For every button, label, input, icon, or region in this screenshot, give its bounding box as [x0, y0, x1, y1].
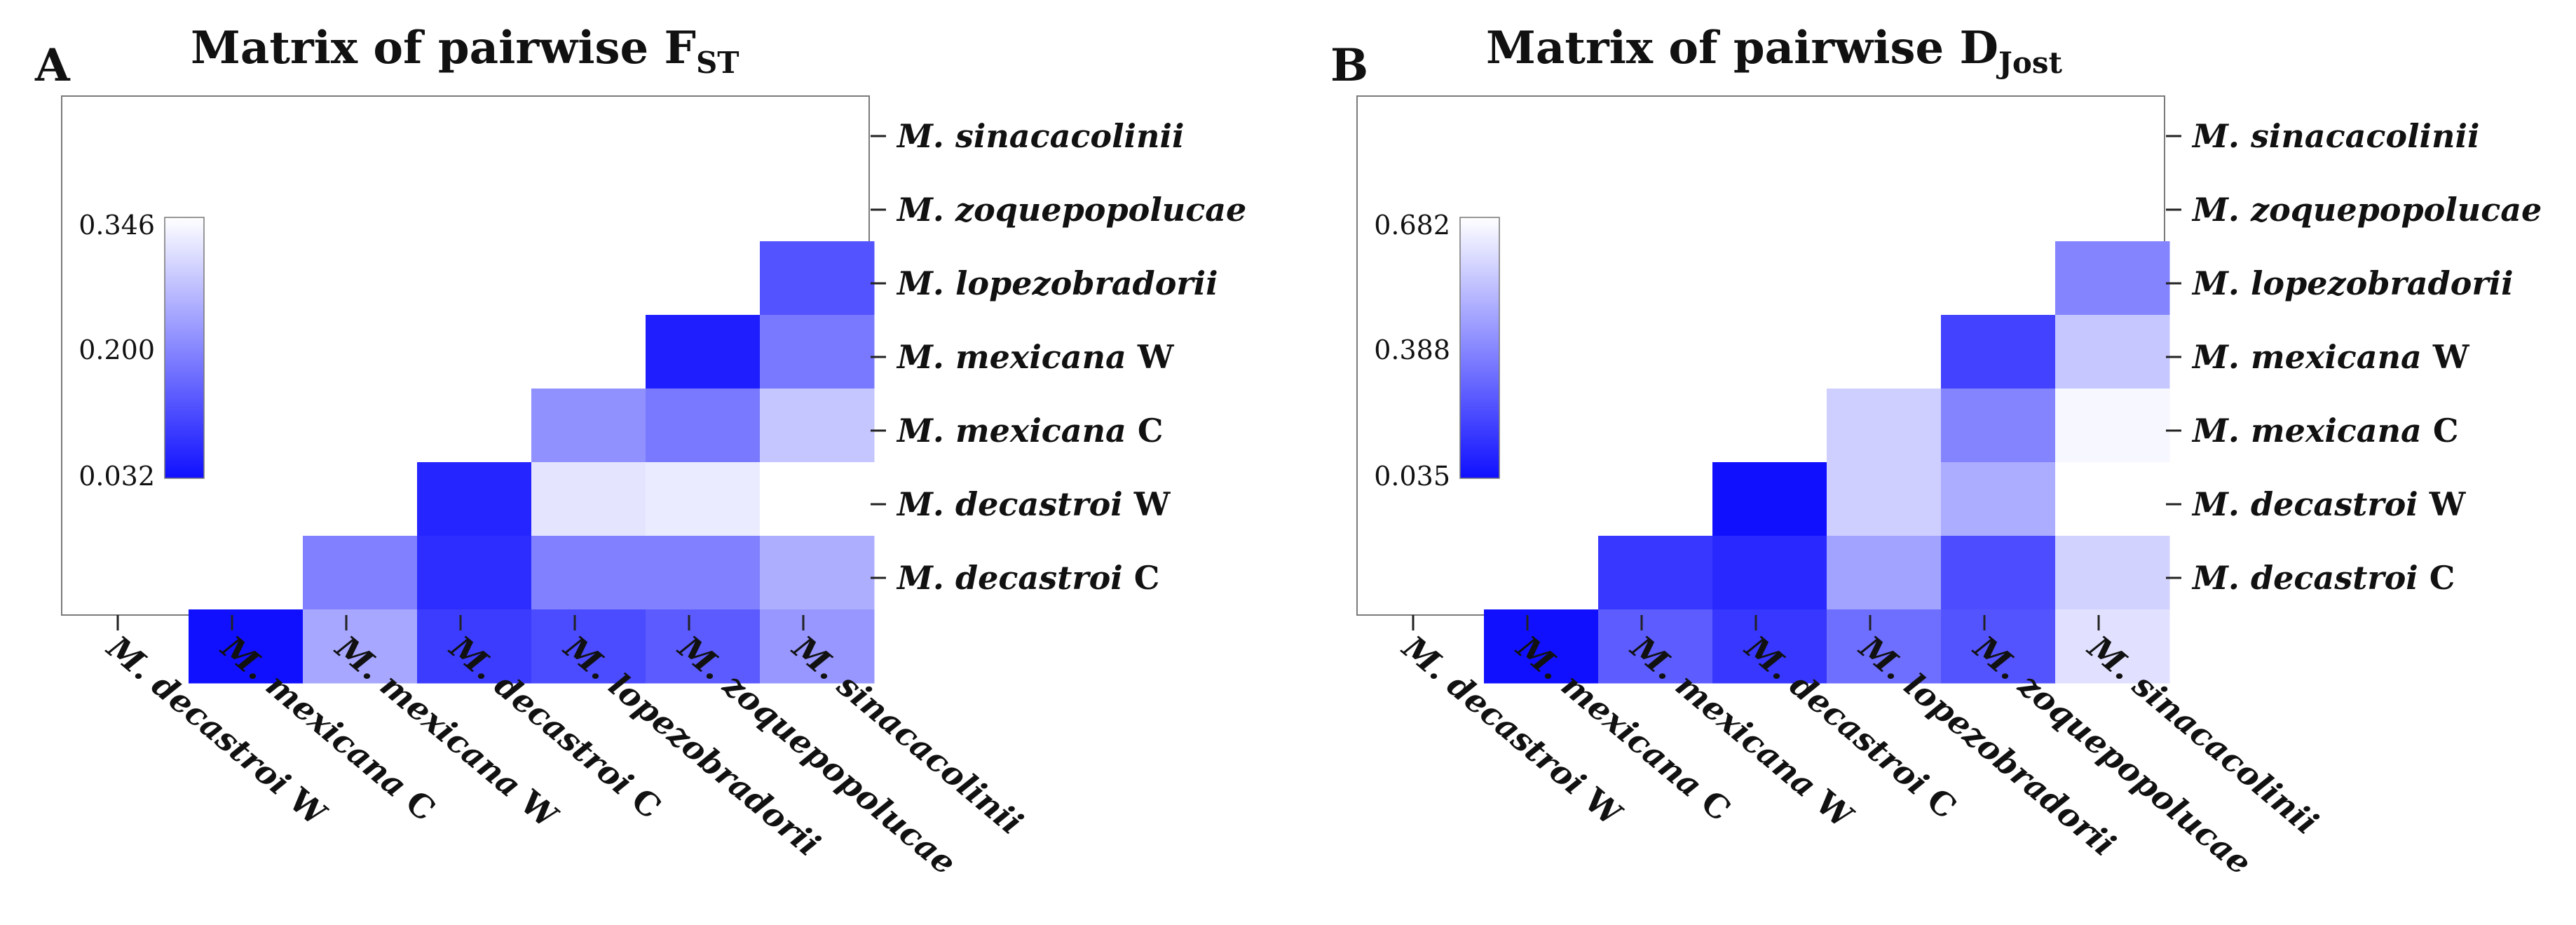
heatmap-cell-r6-c4 [531, 609, 646, 684]
row-label: M. lopezobradorii [2191, 264, 2514, 302]
colorbar-tick-label: 0.388 [1374, 335, 1450, 365]
heatmap-cell-r4-c4 [1827, 462, 1942, 536]
colorbar [164, 217, 205, 479]
heatmap-cell-r5-c6 [760, 536, 875, 610]
heatmap-cell-r4-c3 [1712, 462, 1827, 536]
heatmap-cell-r3-c6 [760, 389, 875, 463]
heatmap-cell-r5-c3 [417, 536, 532, 610]
row-label: M. sinacacolinii [896, 117, 1184, 155]
heatmap-cell-r6-c2 [303, 609, 418, 684]
heatmap-cell-r6-c2 [1598, 609, 1713, 684]
colorbar-tick-label: 0.682 [1374, 210, 1450, 241]
panel-label: A [34, 39, 71, 92]
heatmap-cell-r6-c6 [760, 609, 875, 684]
heatmap-cell-r2-c5 [646, 315, 761, 389]
colorbar [1459, 217, 1500, 479]
panel-a: A Matrix of pairwise FST M. sinacacolinii M… [34, 22, 1246, 882]
heatmap-cell-r6-c1 [189, 609, 304, 684]
heatmap-cell-r3-c4 [531, 389, 646, 463]
heatmap-cell-r6-c3 [417, 609, 532, 684]
heatmap-cell-r3-c4 [1827, 389, 1942, 463]
heatmap-cell-r4-c6 [760, 462, 875, 536]
heatmap-cell-r4-c5 [646, 462, 761, 536]
row-label: M. zoquepopolucae [896, 191, 1246, 229]
row-label: M. sinacacolinii [2191, 117, 2479, 155]
heatmap-cell-r6-c5 [646, 609, 761, 684]
heatmap-cell-r4-c5 [1941, 462, 2056, 536]
heatmap-cell-r1-c6 [2055, 241, 2170, 316]
heatmap-cell-r6-c1 [1484, 609, 1599, 684]
colorbar-tick-label: 0.032 [79, 461, 155, 492]
heatmap-cell-r5-c6 [2055, 536, 2170, 610]
colorbar-tick-label: 0.200 [79, 335, 155, 365]
heatmap-cell-r2-c6 [760, 315, 875, 389]
heatmap-cell-r4-c3 [417, 462, 532, 536]
row-label: M. mexicana C [896, 412, 1164, 450]
heatmap-cell-r2-c6 [2055, 315, 2170, 389]
heatmap-cell-r5-c4 [531, 536, 646, 610]
heatmap-cell-r6-c4 [1827, 609, 1942, 684]
heatmap-cell-r3-c5 [1941, 389, 2056, 463]
heatmap-cell-r5-c5 [1941, 536, 2056, 610]
heatmap-cell-r3-c5 [646, 389, 761, 463]
heatmap-cell-r6-c3 [1712, 609, 1827, 684]
row-label: M. mexicana W [2191, 338, 2470, 376]
heatmap-cell-r2-c5 [1941, 315, 2056, 389]
row-label: M. decastroi C [896, 559, 1159, 597]
heatmap-cell-r3-c6 [2055, 389, 2170, 463]
heatmap-cell-r5-c2 [303, 536, 418, 610]
heatmap-cell-r1-c6 [760, 241, 875, 316]
heatmap-cell-r5-c4 [1827, 536, 1942, 610]
heatmap-cell-r5-c3 [1712, 536, 1827, 610]
heatmap-cell-r6-c5 [1941, 609, 2056, 684]
chart-title: Matrix of pairwise DJost [1486, 22, 2063, 80]
row-label: M. zoquepopolucae [2191, 191, 2542, 229]
row-label: M. decastroi W [2191, 485, 2467, 523]
chart-title: Matrix of pairwise FST [191, 22, 740, 80]
panel-label: B [1330, 39, 1368, 92]
row-label: M. decastroi C [2191, 559, 2455, 597]
heatmap-cell-r5-c2 [1598, 536, 1713, 610]
heatmap-cell-r6-c6 [2055, 609, 2170, 684]
heatmap-cell-r5-c5 [646, 536, 761, 610]
row-label: M. lopezobradorii [896, 264, 1218, 302]
row-label: M. mexicana W [896, 338, 1175, 376]
row-label: M. decastroi W [896, 485, 1171, 523]
heatmap-cell-r4-c4 [531, 462, 646, 536]
row-label: M. mexicana C [2191, 412, 2459, 450]
heatmap-cell-r4-c6 [2055, 462, 2170, 536]
colorbar-tick-label: 0.346 [79, 210, 155, 241]
colorbar-tick-label: 0.035 [1374, 461, 1450, 492]
